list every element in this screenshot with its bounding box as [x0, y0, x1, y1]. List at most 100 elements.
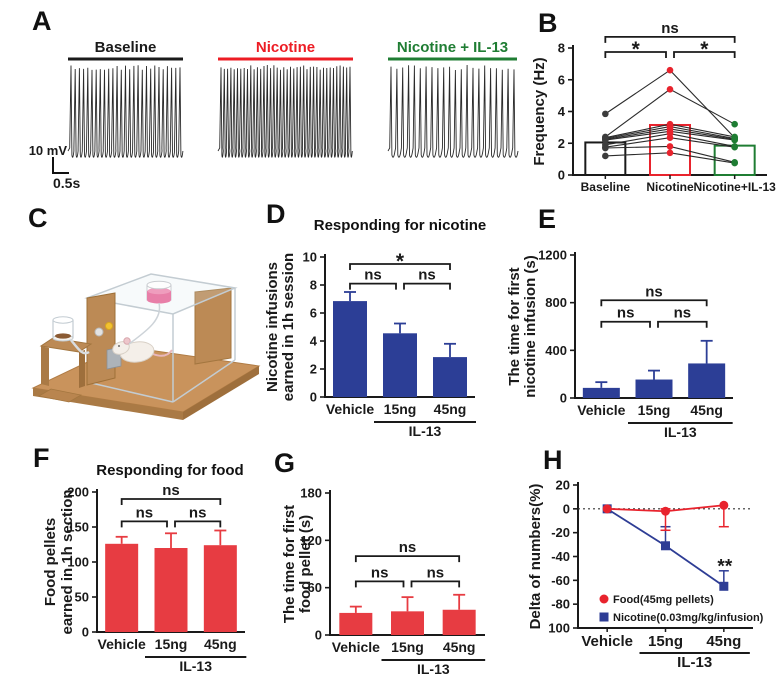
y-tick-label: 20	[556, 478, 570, 493]
mouse-tail	[152, 349, 173, 357]
legend-marker-square	[599, 612, 609, 622]
sig-bracket	[604, 51, 667, 58]
cue-light-yellow	[105, 322, 113, 330]
y-tick-label: 0	[560, 391, 567, 406]
x-category-label: 45ng	[443, 639, 476, 655]
y-tick-label: 100	[548, 621, 570, 636]
sig-label: ns	[162, 482, 180, 499]
sig-bracket	[410, 580, 461, 588]
x-category-label: 45ng	[434, 401, 467, 417]
sig-bracket	[120, 498, 222, 505]
y-tick-label: -20	[551, 525, 570, 540]
data-point	[731, 143, 738, 151]
x-category-label: Baseline	[581, 180, 631, 194]
group-label: IL-13	[417, 661, 450, 675]
nicotine-infusions-chart: 0 2 4 6 8 10 Nicotine infusions earned in 1h se…	[264, 250, 476, 439]
marker-circle	[661, 506, 670, 516]
y-tick-label: 200	[67, 485, 89, 500]
spike-train-Nicotine	[217, 64, 353, 158]
sig-label: *	[632, 38, 641, 61]
y-tick-label: 100	[67, 555, 89, 570]
group-label: IL-13	[677, 654, 712, 671]
y-tick-label: 8	[558, 41, 565, 56]
panel-h-delta: H 20 0 -20 -40 -60 -80 100 Delta of numbers(%) V…	[520, 435, 777, 675]
sig-label: ns	[427, 564, 445, 581]
bar-Vehicle	[582, 387, 620, 398]
bar-45ng	[433, 357, 467, 397]
y-axis-label: earned in 1h section	[59, 489, 76, 634]
drug-reservoir	[146, 280, 172, 290]
sig-label: ns	[189, 504, 207, 521]
sig-bracket	[403, 282, 451, 290]
y-axis-label: earned in 1h session	[280, 253, 297, 401]
y-axis-label: The time for first	[506, 267, 523, 385]
y-axis-label: nicotine infusion (s)	[522, 255, 539, 398]
panel-c-label: C	[28, 203, 48, 233]
sig-label: ns	[661, 20, 679, 37]
scale-bar	[52, 157, 69, 174]
sig-bracket	[349, 263, 451, 270]
y-tick-label: 0	[310, 390, 317, 405]
sig-label: ns	[617, 305, 635, 322]
sig-bracket	[673, 51, 736, 58]
chamber-right-wall	[194, 287, 232, 365]
group-label: IL-13	[664, 424, 697, 440]
panel-e-first-infusion-time: E 0 400 800 1200 The time for first nicotine …	[505, 200, 777, 445]
food-pellets-chart: 0 50 100 150 200 Food pellets earned in 1h sec…	[42, 482, 247, 674]
data-point	[731, 120, 738, 128]
scale-label-mv: 10 mV	[29, 143, 68, 158]
panel-e-label: E	[538, 204, 557, 234]
y-axis-label: Nicotine infusions	[264, 262, 281, 392]
y-tick-label: 4	[310, 334, 318, 349]
mouse-eye	[118, 345, 120, 347]
x-category-label: 45ng	[706, 633, 741, 650]
delta-of-numbers-chart: 20 0 -20 -40 -60 -80 100 Delta of numbers(%) Veh…	[527, 478, 764, 672]
sig-bracket	[120, 520, 168, 528]
data-point	[731, 136, 738, 144]
y-tick-label: 10	[303, 250, 317, 265]
data-point	[602, 110, 609, 118]
legend-marker-circle	[599, 594, 609, 604]
scale-label-s: 0.5s	[53, 175, 80, 191]
panel-a-traces: A Baseline Nicotine Nicotine + IL-13 10 mV 0…	[20, 5, 535, 197]
bar-Vehicle	[105, 543, 139, 632]
sig-bracket	[354, 555, 461, 563]
data-point	[666, 143, 674, 150]
y-axis-label: Frequency (Hz)	[531, 57, 548, 165]
y-tick-label: 6	[310, 306, 317, 321]
operant-chamber-illustration	[31, 273, 261, 420]
sig-bracket	[657, 320, 708, 328]
panel-b-frequency: B 0 2 4 6 8 Frequency (Hz) Baseline Nicotine Nic…	[530, 5, 777, 198]
group-label: IL-13	[409, 423, 442, 439]
y-tick-label: 0	[82, 625, 89, 640]
y-tick-label: 0	[558, 168, 565, 183]
panel-f-label: F	[33, 443, 50, 473]
frequency-chart: 0 2 4 6 8 Frequency (Hz) Baseline Nicotine Nicot…	[531, 20, 776, 194]
x-category-label: 45ng	[204, 636, 237, 652]
legend-label: Nicotine(0.03mg/kg/infusion)	[613, 612, 764, 624]
first-infusion-time-chart: 0 400 800 1200 The time for first nicotine in…	[506, 248, 733, 440]
sig-label: ns	[136, 504, 154, 521]
y-tick-label: 60	[308, 580, 322, 595]
sig-bracket	[354, 580, 405, 588]
bar-15ng	[391, 611, 424, 635]
sig-label: ns	[371, 564, 389, 581]
trace-label: Nicotine	[256, 39, 315, 56]
legend-label: Food(45mg pellets)	[613, 594, 714, 606]
sig-bracket	[174, 520, 222, 528]
feeding-tube	[70, 339, 90, 355]
group-label: IL-13	[179, 658, 212, 674]
sig-bracket	[349, 282, 397, 290]
y-tick-label: -40	[551, 549, 570, 564]
panel-f-title: Responding for food	[96, 462, 244, 479]
panel-h-label: H	[543, 445, 563, 475]
x-category-label: 15ng	[648, 633, 683, 650]
panel-a-label: A	[32, 6, 52, 36]
spike-traces-plot: Baseline Nicotine Nicotine + IL-13 10 mV 0.5…	[29, 39, 519, 191]
marker-circle	[602, 504, 612, 514]
spike-train-Baseline	[67, 65, 184, 158]
panel-g-label: G	[274, 448, 296, 478]
bar-Vehicle	[333, 301, 367, 397]
x-category-label: Vehicle	[326, 401, 374, 417]
